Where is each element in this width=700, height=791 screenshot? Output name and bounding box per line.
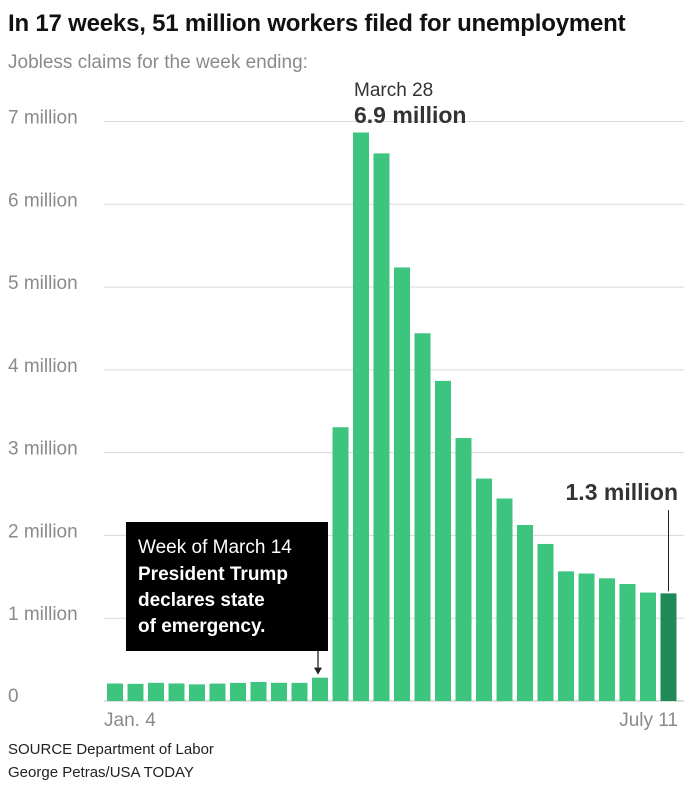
note-text: of emergency. — [138, 616, 265, 637]
bar — [373, 153, 390, 701]
note-text: declares state — [138, 590, 265, 611]
bar — [517, 524, 533, 701]
bar — [599, 578, 615, 701]
note-text: Week of March 14 — [138, 537, 292, 558]
bar — [250, 681, 267, 701]
bar — [148, 682, 164, 701]
bar — [660, 593, 677, 701]
bar — [107, 683, 123, 701]
bar — [414, 333, 431, 701]
bar — [435, 380, 451, 701]
x-tick-label: Jan. 4 — [104, 710, 156, 731]
y-tick-label: 0 — [8, 686, 19, 707]
bar — [209, 683, 226, 701]
bar — [558, 571, 574, 701]
last-value-label: 1.3 million — [566, 479, 678, 505]
x-tick-label: July 11 — [619, 710, 678, 731]
bar — [476, 478, 492, 701]
note-arrow-head — [314, 667, 322, 675]
bar — [496, 498, 513, 701]
chart-subtitle: Jobless claims for the week ending: — [8, 52, 308, 73]
bar — [230, 682, 246, 701]
bar — [537, 543, 554, 701]
peak-value-label: 6.9 million — [354, 102, 466, 128]
bar — [168, 683, 185, 701]
credit-line: George Petras/USA TODAY — [8, 764, 194, 781]
y-tick-label: 4 million — [8, 356, 78, 377]
peak-date-label: March 28 — [354, 80, 433, 101]
bar — [578, 573, 595, 701]
bar — [332, 427, 349, 701]
source-line: SOURCE Department of Labor — [8, 741, 214, 758]
note-text: President Trump — [138, 564, 288, 585]
bar — [455, 438, 472, 701]
bar — [640, 592, 656, 701]
y-tick-label: 5 million — [8, 273, 78, 294]
chart-title: In 17 weeks, 51 million workers filed fo… — [8, 10, 626, 37]
bar — [353, 132, 369, 701]
y-tick-label: 1 million — [8, 604, 78, 625]
bar — [271, 682, 287, 701]
y-tick-label: 6 million — [8, 190, 78, 211]
bar — [127, 683, 144, 701]
y-tick-label: 7 million — [8, 108, 78, 129]
bar — [312, 677, 328, 701]
bar — [619, 584, 636, 701]
bar — [291, 682, 308, 701]
y-tick-label: 3 million — [8, 439, 78, 460]
note-box — [126, 522, 328, 651]
bar — [189, 684, 205, 701]
y-tick-label: 2 million — [8, 521, 78, 542]
bar — [394, 267, 410, 701]
